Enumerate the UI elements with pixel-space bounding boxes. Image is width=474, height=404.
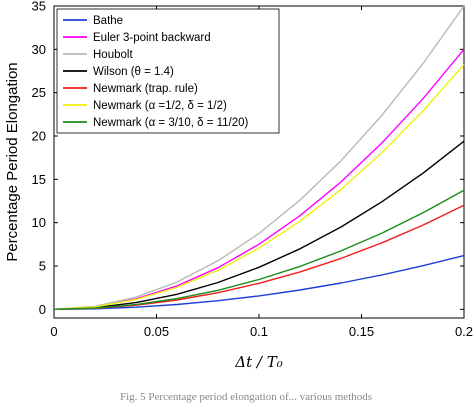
series-line — [53, 5, 465, 310]
y-tick-label: 25 — [32, 85, 46, 100]
x-tick-label: 0 — [50, 324, 57, 339]
x-tick-label: 0.05 — [144, 324, 169, 339]
y-tick-label: 35 — [32, 0, 46, 14]
figure-caption-fragment: Fig. 5 Percentage period elongation of..… — [120, 391, 372, 403]
y-tick-label: 30 — [32, 42, 46, 57]
x-tick-label: 0.15 — [349, 324, 374, 339]
axis-ticks: 0 0.05 0.1 0.15 0.2 0 5 10 15 20 25 30 35 — [32, 0, 474, 339]
legend-entry: Houbolt — [93, 49, 133, 61]
series-line — [53, 140, 465, 310]
series-line — [53, 204, 465, 310]
legend-entry: Euler 3-point backward — [93, 32, 211, 44]
y-tick-label: 20 — [32, 129, 46, 144]
x-axis-label: Δt / T₀ — [234, 353, 282, 371]
legend-box — [56, 8, 280, 134]
y-tick-label: 0 — [39, 302, 46, 317]
series-line — [53, 189, 465, 310]
y-tick-label: 10 — [32, 215, 46, 230]
series-lines — [53, 5, 465, 310]
y-tick-label: 15 — [32, 172, 46, 187]
y-axis-label: Percentage Period Elongation — [4, 62, 21, 261]
legend-entry: Newmark (trap. rule) — [93, 83, 198, 95]
legend-entry: Newmark (α =1/2, δ = 1/2) — [93, 100, 227, 112]
x-tick-label: 0.2 — [455, 324, 473, 339]
legend-entry: Newmark (α = 3/10, δ = 11/20) — [93, 117, 249, 129]
legend-entry: Wilson (θ = 1.4) — [93, 66, 174, 78]
series-line — [53, 64, 465, 310]
legend-entry: Bathe — [93, 15, 123, 27]
series-line — [53, 254, 465, 310]
y-tick-label: 5 — [39, 259, 46, 274]
x-tick-label: 0.1 — [250, 324, 268, 339]
legend: Bathe Euler 3-point backward Houbolt Wilson… — [56, 8, 280, 134]
